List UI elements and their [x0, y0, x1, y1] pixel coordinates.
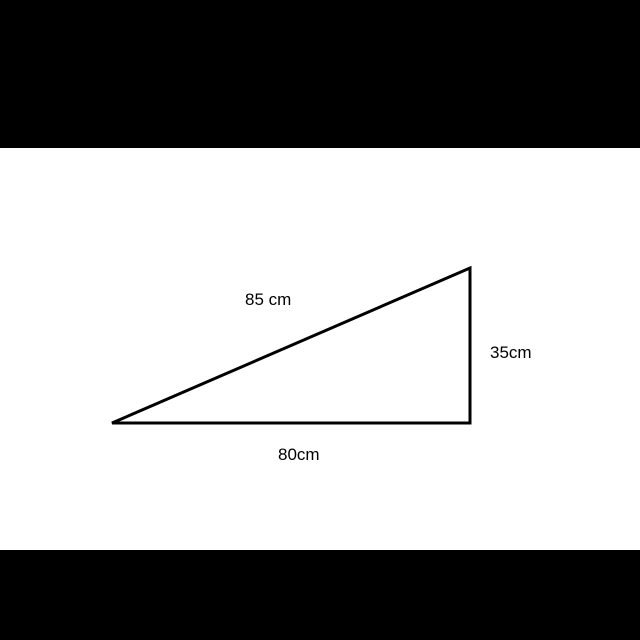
height-label: 35cm — [490, 343, 532, 363]
hypotenuse-label: 85 cm — [245, 290, 291, 310]
triangle-shape — [0, 148, 640, 550]
diagram-canvas: 85 cm 35cm 80cm — [0, 148, 640, 550]
base-label: 80cm — [278, 445, 320, 465]
